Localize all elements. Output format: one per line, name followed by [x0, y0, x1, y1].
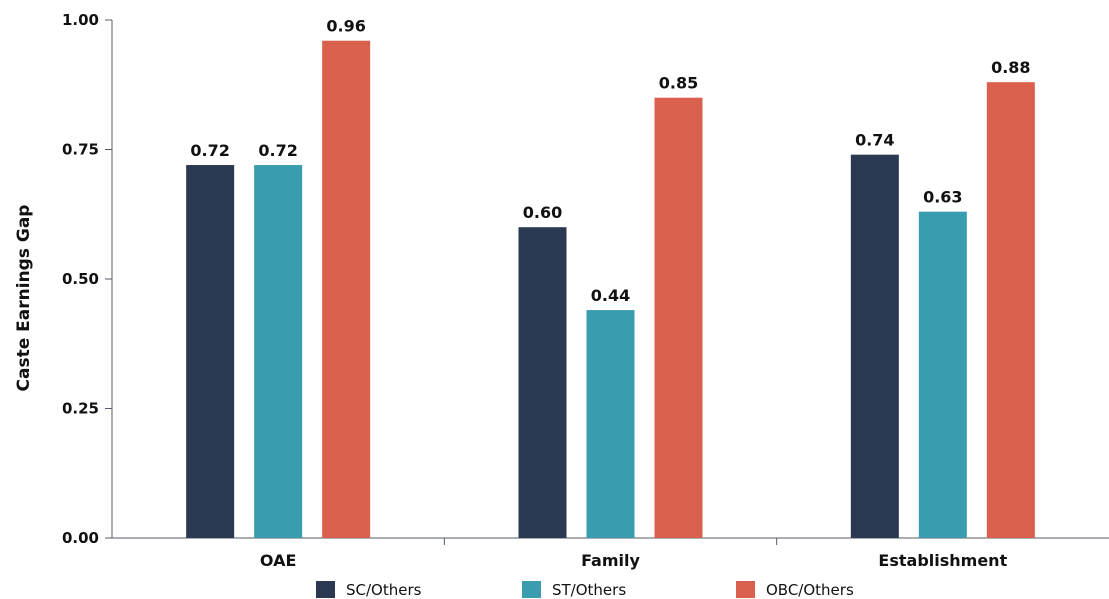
- bar-sc-others-establishment: [850, 154, 899, 538]
- legend-swatch: [522, 581, 541, 598]
- bar-sc-others-oae: [186, 165, 235, 539]
- legend-label: OBC/Others: [766, 581, 854, 599]
- data-label: 0.85: [659, 74, 698, 93]
- data-label: 0.63: [923, 188, 962, 207]
- data-label: 0.96: [326, 17, 365, 36]
- category-label: Family: [581, 551, 640, 570]
- category-labels: OAE Family Establishment: [260, 551, 1008, 570]
- bar-st-others-oae: [254, 165, 303, 539]
- bar-sc-others-family: [518, 227, 567, 538]
- legend-label: SC/Others: [346, 581, 422, 599]
- y-tick-label: 0.25: [62, 400, 99, 418]
- legend-label: ST/Others: [552, 581, 626, 599]
- y-tick-label: 0.00: [62, 529, 99, 547]
- data-labels: 0.72 0.72 0.96 0.60 0.44 0.85 0.74 0.63 0.88: [190, 17, 1030, 305]
- y-tick-label: 1.00: [62, 11, 99, 29]
- data-label: 0.44: [591, 286, 630, 305]
- legend: SC/Others ST/Others OBC/Others: [316, 581, 854, 599]
- bar-obc-others-oae: [322, 40, 371, 538]
- data-label: 0.88: [991, 58, 1030, 77]
- legend-swatch: [316, 581, 335, 598]
- category-label: Establishment: [878, 551, 1007, 570]
- bar-st-others-establishment: [918, 211, 967, 538]
- x-ticks: [443, 538, 778, 545]
- y-axis-title: Caste Earnings Gap: [14, 205, 34, 392]
- bar-obc-others-family: [654, 97, 703, 538]
- y-tick-label: 0.75: [62, 141, 99, 159]
- category-label: OAE: [260, 551, 296, 570]
- legend-swatch: [736, 581, 755, 598]
- bar-st-others-family: [586, 310, 635, 538]
- bar-obc-others-establishment: [986, 82, 1035, 538]
- y-ticks: 0.00 0.25 0.50 0.75 1.00: [62, 11, 112, 547]
- bars: [186, 40, 1035, 539]
- data-label: 0.60: [523, 203, 562, 222]
- y-tick-label: 0.50: [62, 270, 99, 288]
- data-label: 0.74: [855, 131, 894, 150]
- data-label: 0.72: [190, 141, 229, 160]
- data-label: 0.72: [258, 141, 297, 160]
